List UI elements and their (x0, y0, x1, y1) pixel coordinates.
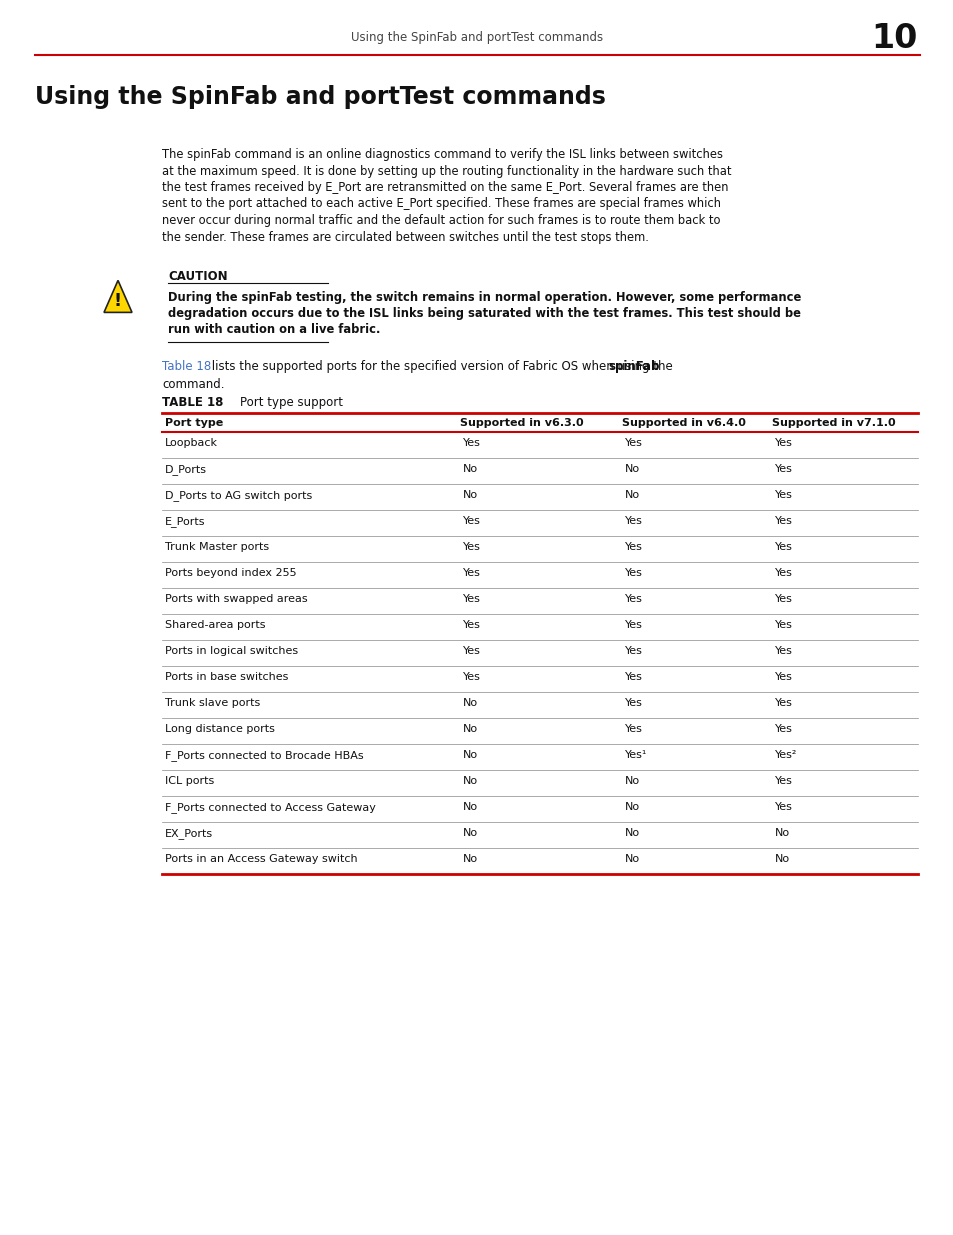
Text: During the spinFab testing, the switch remains in normal operation. However, som: During the spinFab testing, the switch r… (168, 291, 801, 304)
Text: Yes: Yes (774, 802, 792, 811)
Text: Shared-area ports: Shared-area ports (165, 620, 265, 630)
Text: Yes²: Yes² (774, 750, 797, 760)
Text: No: No (624, 802, 639, 811)
Polygon shape (104, 280, 132, 312)
Text: No: No (624, 776, 639, 785)
Text: Yes: Yes (462, 594, 480, 604)
Text: Supported in v6.3.0: Supported in v6.3.0 (459, 417, 583, 429)
Text: degradation occurs due to the ISL links being saturated with the test frames. Th: degradation occurs due to the ISL links … (168, 308, 800, 320)
Text: No: No (462, 776, 477, 785)
Text: Trunk Master ports: Trunk Master ports (165, 542, 269, 552)
Text: No: No (774, 853, 789, 864)
Text: Ports in base switches: Ports in base switches (165, 672, 288, 682)
Text: CAUTION: CAUTION (168, 270, 228, 283)
Text: Yes: Yes (624, 672, 642, 682)
Text: No: No (624, 490, 639, 500)
Text: Yes: Yes (462, 542, 480, 552)
Text: Yes: Yes (774, 620, 792, 630)
Text: Yes: Yes (774, 516, 792, 526)
Text: Using the SpinFab and portTest commands: Using the SpinFab and portTest commands (351, 32, 602, 44)
Text: Yes: Yes (774, 672, 792, 682)
Text: No: No (624, 853, 639, 864)
Text: Port type support: Port type support (240, 396, 343, 409)
Text: EX_Ports: EX_Ports (165, 827, 213, 839)
Text: spinFab: spinFab (607, 359, 659, 373)
Text: F_Ports connected to Brocade HBAs: F_Ports connected to Brocade HBAs (165, 750, 363, 761)
Text: !: ! (113, 291, 122, 310)
Text: Yes: Yes (462, 620, 480, 630)
Text: No: No (624, 464, 639, 474)
Text: ICL ports: ICL ports (165, 776, 214, 785)
Text: No: No (624, 827, 639, 839)
Text: F_Ports connected to Access Gateway: F_Ports connected to Access Gateway (165, 802, 375, 813)
Text: the sender. These frames are circulated between switches until the test stops th: the sender. These frames are circulated … (162, 231, 648, 243)
Text: No: No (462, 464, 477, 474)
Text: Yes: Yes (624, 516, 642, 526)
Text: Yes: Yes (462, 568, 480, 578)
Text: Using the SpinFab and portTest commands: Using the SpinFab and portTest commands (35, 85, 605, 109)
Text: Port type: Port type (165, 417, 223, 429)
Text: Yes¹: Yes¹ (624, 750, 647, 760)
Text: Yes: Yes (774, 542, 792, 552)
Text: Yes: Yes (774, 698, 792, 708)
Text: Loopback: Loopback (165, 438, 218, 448)
Text: at the maximum speed. It is done by setting up the routing functionality in the : at the maximum speed. It is done by sett… (162, 164, 731, 178)
Text: Long distance ports: Long distance ports (165, 724, 274, 734)
Text: Yes: Yes (624, 620, 642, 630)
Text: command.: command. (162, 378, 224, 391)
Text: No: No (462, 490, 477, 500)
Text: Yes: Yes (462, 672, 480, 682)
Text: Yes: Yes (774, 490, 792, 500)
Text: No: No (774, 827, 789, 839)
Text: Yes: Yes (774, 776, 792, 785)
Text: Yes: Yes (462, 516, 480, 526)
Text: Ports in an Access Gateway switch: Ports in an Access Gateway switch (165, 853, 357, 864)
Text: Yes: Yes (462, 438, 480, 448)
Text: No: No (462, 724, 477, 734)
Text: Yes: Yes (624, 568, 642, 578)
Text: Yes: Yes (774, 438, 792, 448)
Text: The spinFab command is an online diagnostics command to verify the ISL links bet: The spinFab command is an online diagnos… (162, 148, 722, 161)
Text: D_Ports: D_Ports (165, 464, 207, 475)
Text: Yes: Yes (774, 724, 792, 734)
Text: Yes: Yes (624, 724, 642, 734)
Text: Yes: Yes (624, 542, 642, 552)
Text: Supported in v6.4.0: Supported in v6.4.0 (621, 417, 745, 429)
Text: No: No (462, 750, 477, 760)
Text: Ports beyond index 255: Ports beyond index 255 (165, 568, 296, 578)
Text: No: No (462, 827, 477, 839)
Text: lists the supported ports for the specified version of Fabric OS when using the: lists the supported ports for the specif… (208, 359, 676, 373)
Text: Supported in v7.1.0: Supported in v7.1.0 (771, 417, 895, 429)
Text: the test frames received by E_Port are retransmitted on the same E_Port. Several: the test frames received by E_Port are r… (162, 182, 728, 194)
Text: Yes: Yes (624, 594, 642, 604)
Text: Yes: Yes (774, 594, 792, 604)
Text: E_Ports: E_Ports (165, 516, 205, 527)
Text: Yes: Yes (774, 464, 792, 474)
Text: 10: 10 (871, 21, 917, 54)
Text: Trunk slave ports: Trunk slave ports (165, 698, 260, 708)
Text: Yes: Yes (774, 568, 792, 578)
Text: D_Ports to AG switch ports: D_Ports to AG switch ports (165, 490, 312, 501)
Text: Ports in logical switches: Ports in logical switches (165, 646, 297, 656)
Text: Ports with swapped areas: Ports with swapped areas (165, 594, 307, 604)
Text: No: No (462, 802, 477, 811)
Text: sent to the port attached to each active E_Port specified. These frames are spec: sent to the port attached to each active… (162, 198, 720, 210)
Text: Yes: Yes (462, 646, 480, 656)
Text: TABLE 18: TABLE 18 (162, 396, 223, 409)
Text: Yes: Yes (624, 698, 642, 708)
Text: No: No (462, 853, 477, 864)
Text: Yes: Yes (624, 438, 642, 448)
Text: Table 18: Table 18 (162, 359, 211, 373)
Text: run with caution on a live fabric.: run with caution on a live fabric. (168, 324, 380, 336)
Text: No: No (462, 698, 477, 708)
Text: never occur during normal traffic and the default action for such frames is to r: never occur during normal traffic and th… (162, 214, 720, 227)
Text: Yes: Yes (624, 646, 642, 656)
Text: Yes: Yes (774, 646, 792, 656)
